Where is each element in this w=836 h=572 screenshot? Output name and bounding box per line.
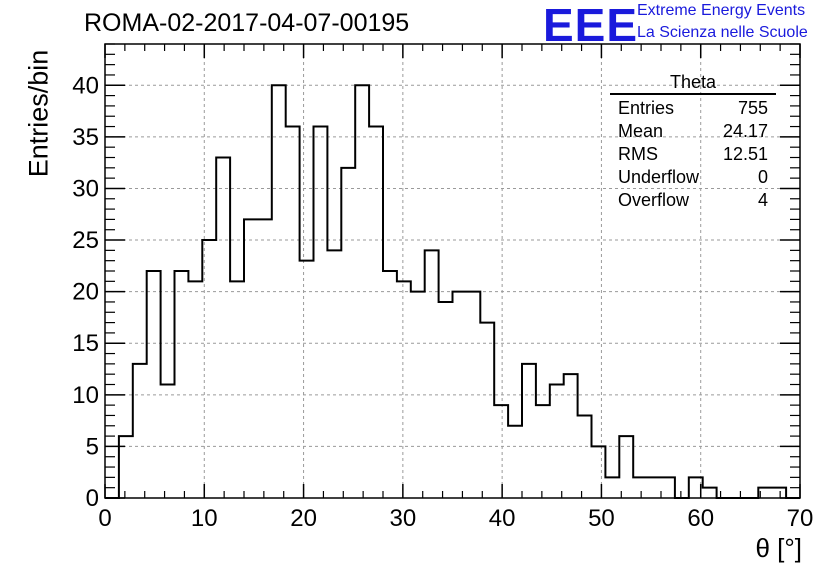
x-tick-label: 70 xyxy=(787,505,814,532)
eee-logo: EEE xyxy=(543,0,639,51)
x-tick-label: 40 xyxy=(489,505,516,532)
y-tick-label: 35 xyxy=(72,124,99,151)
chart-title: ROMA-02-2017-04-07-00195 xyxy=(84,9,410,37)
x-tick-label: 10 xyxy=(191,505,218,532)
stats-value: 4 xyxy=(757,190,768,210)
stats-label: Underflow xyxy=(618,167,700,187)
x-tick-label: 0 xyxy=(98,505,111,532)
logo-line-1: Extreme Energy Events xyxy=(637,2,806,19)
x-tick-label: 60 xyxy=(687,505,714,532)
stats-label: Mean xyxy=(618,121,664,141)
stats-label: Overflow xyxy=(618,190,690,210)
y-tick-label: 15 xyxy=(72,330,99,357)
stats-row-underflow: Underflow 0 xyxy=(610,166,776,189)
stats-value: 755 xyxy=(737,98,768,118)
y-tick-label: 30 xyxy=(72,175,99,202)
y-tick-label: 20 xyxy=(72,279,99,306)
x-tick-label: 20 xyxy=(290,505,317,532)
y-tick-label: 10 xyxy=(72,382,99,409)
x-tick-label: 30 xyxy=(390,505,417,532)
stats-value: 12.51 xyxy=(722,144,768,164)
y-tick-label: 5 xyxy=(86,433,99,460)
stats-row-overflow: Overflow 4 xyxy=(610,189,776,212)
stats-value: 24.17 xyxy=(722,121,768,141)
histogram-line xyxy=(105,84,800,499)
axis-ticks xyxy=(104,43,801,499)
y-axis-label: Entries/bin xyxy=(23,49,54,178)
grid-lines xyxy=(105,44,800,498)
logo-line-2: La Scienza nelle Scuole xyxy=(637,24,808,41)
stats-row-rms: RMS 12.51 xyxy=(610,143,776,166)
stats-value: 0 xyxy=(757,167,768,187)
y-tick-label: 0 xyxy=(86,485,99,512)
stats-box: Theta Entries 755 Mean 24.17 RMS 12.51 U… xyxy=(610,73,776,212)
stats-row-mean: Mean 24.17 xyxy=(610,120,776,143)
x-tick-label: 50 xyxy=(588,505,615,532)
stats-row-entries: Entries 755 xyxy=(610,97,776,120)
y-tick-label: 40 xyxy=(72,72,99,99)
stats-title: Theta xyxy=(610,73,776,95)
stats-label: RMS xyxy=(618,144,658,164)
y-tick-label: 25 xyxy=(72,227,99,254)
x-axis-label: θ [°] xyxy=(755,533,802,563)
stats-label: Entries xyxy=(618,98,675,118)
plot-frame xyxy=(104,43,801,499)
